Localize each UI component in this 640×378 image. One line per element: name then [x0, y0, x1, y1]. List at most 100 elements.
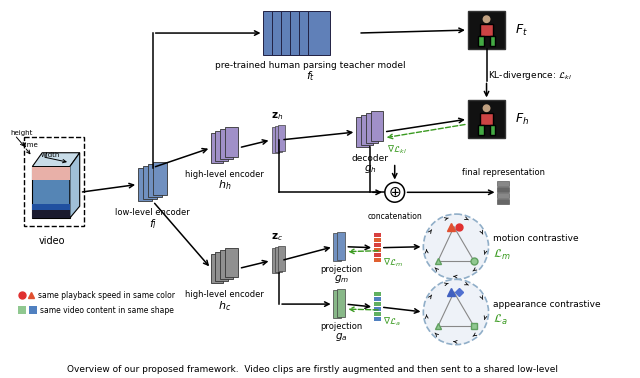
FancyBboxPatch shape	[308, 11, 330, 55]
Text: $\mathbf{z}_h$: $\mathbf{z}_h$	[271, 110, 284, 122]
Ellipse shape	[483, 15, 490, 23]
FancyBboxPatch shape	[272, 11, 294, 55]
Text: width: width	[40, 152, 60, 158]
FancyBboxPatch shape	[272, 248, 278, 273]
FancyBboxPatch shape	[220, 129, 233, 159]
FancyBboxPatch shape	[374, 307, 381, 311]
FancyBboxPatch shape	[468, 100, 506, 138]
FancyBboxPatch shape	[216, 252, 228, 281]
FancyBboxPatch shape	[153, 162, 166, 195]
Text: $F_t$: $F_t$	[515, 23, 528, 38]
Text: $g_h$: $g_h$	[364, 163, 376, 175]
Text: $f_t$: $f_t$	[306, 70, 316, 84]
Text: appearance contrastive: appearance contrastive	[493, 300, 601, 308]
FancyBboxPatch shape	[374, 238, 381, 242]
FancyBboxPatch shape	[356, 117, 369, 147]
FancyBboxPatch shape	[211, 133, 223, 163]
FancyBboxPatch shape	[374, 253, 381, 257]
FancyBboxPatch shape	[374, 292, 381, 296]
FancyBboxPatch shape	[143, 166, 157, 199]
FancyBboxPatch shape	[337, 289, 346, 317]
FancyBboxPatch shape	[490, 125, 495, 135]
FancyBboxPatch shape	[361, 115, 374, 145]
FancyBboxPatch shape	[374, 243, 381, 247]
FancyBboxPatch shape	[374, 302, 381, 306]
Text: $\mathcal{L}_a$: $\mathcal{L}_a$	[493, 313, 508, 327]
Polygon shape	[32, 153, 80, 167]
FancyBboxPatch shape	[299, 11, 321, 55]
Text: Overview of our proposed framework.  Video clips are firstly augmented and then : Overview of our proposed framework. Vide…	[67, 366, 558, 375]
FancyBboxPatch shape	[479, 113, 493, 125]
Text: $\mathbf{z}_c$: $\mathbf{z}_c$	[271, 231, 284, 243]
Circle shape	[423, 214, 488, 279]
FancyBboxPatch shape	[497, 193, 509, 198]
FancyBboxPatch shape	[148, 164, 162, 197]
Text: final representation: final representation	[462, 169, 545, 177]
Text: KL-divergence: $\mathcal{L}_{kl}$: KL-divergence: $\mathcal{L}_{kl}$	[488, 69, 572, 82]
Text: $\oplus$: $\oplus$	[388, 185, 401, 200]
Text: time: time	[22, 142, 38, 148]
FancyBboxPatch shape	[333, 233, 341, 260]
FancyBboxPatch shape	[490, 36, 495, 46]
FancyBboxPatch shape	[278, 246, 285, 271]
FancyBboxPatch shape	[211, 254, 223, 284]
FancyBboxPatch shape	[337, 232, 346, 260]
Text: same video content in same shape: same video content in same shape	[40, 305, 174, 314]
Circle shape	[385, 183, 404, 202]
FancyBboxPatch shape	[32, 167, 70, 180]
Text: motion contrastive: motion contrastive	[493, 234, 579, 243]
FancyBboxPatch shape	[32, 204, 70, 218]
FancyBboxPatch shape	[477, 125, 484, 135]
Text: $\mathcal{L}_m$: $\mathcal{L}_m$	[493, 248, 511, 262]
FancyBboxPatch shape	[497, 187, 509, 192]
FancyBboxPatch shape	[479, 24, 493, 36]
FancyBboxPatch shape	[225, 127, 238, 157]
FancyBboxPatch shape	[216, 131, 228, 161]
Text: projection: projection	[320, 265, 362, 274]
FancyBboxPatch shape	[138, 167, 152, 201]
Text: high-level encoder: high-level encoder	[186, 290, 264, 299]
Text: $\nabla\mathcal{L}_m$: $\nabla\mathcal{L}_m$	[383, 256, 403, 269]
Text: low-level encoder: low-level encoder	[115, 208, 190, 217]
FancyBboxPatch shape	[365, 113, 378, 143]
FancyBboxPatch shape	[333, 290, 341, 318]
Text: $h_c$: $h_c$	[218, 299, 232, 313]
Circle shape	[423, 279, 488, 345]
FancyBboxPatch shape	[468, 11, 506, 49]
FancyBboxPatch shape	[374, 317, 381, 321]
FancyBboxPatch shape	[275, 247, 282, 273]
Text: pre-trained human parsing teacher model: pre-trained human parsing teacher model	[216, 61, 406, 70]
FancyBboxPatch shape	[32, 167, 70, 218]
Text: high-level encoder: high-level encoder	[186, 170, 264, 178]
Text: $h_h$: $h_h$	[218, 178, 232, 192]
Polygon shape	[70, 153, 80, 218]
FancyBboxPatch shape	[278, 125, 285, 151]
FancyBboxPatch shape	[497, 199, 509, 204]
FancyBboxPatch shape	[374, 312, 381, 316]
FancyBboxPatch shape	[272, 127, 278, 153]
FancyBboxPatch shape	[374, 233, 381, 237]
Text: $g_a$: $g_a$	[335, 331, 348, 343]
FancyBboxPatch shape	[281, 11, 303, 55]
FancyBboxPatch shape	[374, 297, 381, 301]
Text: video: video	[39, 236, 65, 246]
Text: same playback speed in same color: same playback speed in same color	[38, 291, 175, 300]
FancyBboxPatch shape	[275, 126, 282, 152]
Text: $\nabla\mathcal{L}_{kl}$: $\nabla\mathcal{L}_{kl}$	[387, 144, 406, 156]
Text: $F_h$: $F_h$	[515, 112, 529, 127]
FancyBboxPatch shape	[374, 248, 381, 252]
Text: $\nabla\mathcal{L}_a$: $\nabla\mathcal{L}_a$	[383, 316, 401, 328]
Text: decoder: decoder	[351, 154, 388, 163]
FancyBboxPatch shape	[29, 306, 37, 314]
Text: $g_m$: $g_m$	[334, 273, 349, 285]
FancyBboxPatch shape	[371, 111, 383, 141]
FancyBboxPatch shape	[290, 11, 312, 55]
Text: height: height	[11, 130, 33, 136]
Text: projection: projection	[320, 322, 362, 331]
Ellipse shape	[483, 104, 490, 112]
FancyBboxPatch shape	[225, 248, 238, 277]
Text: $f_l$: $f_l$	[148, 217, 157, 231]
FancyBboxPatch shape	[374, 257, 381, 262]
FancyBboxPatch shape	[264, 11, 285, 55]
Text: concatenation: concatenation	[367, 212, 422, 221]
